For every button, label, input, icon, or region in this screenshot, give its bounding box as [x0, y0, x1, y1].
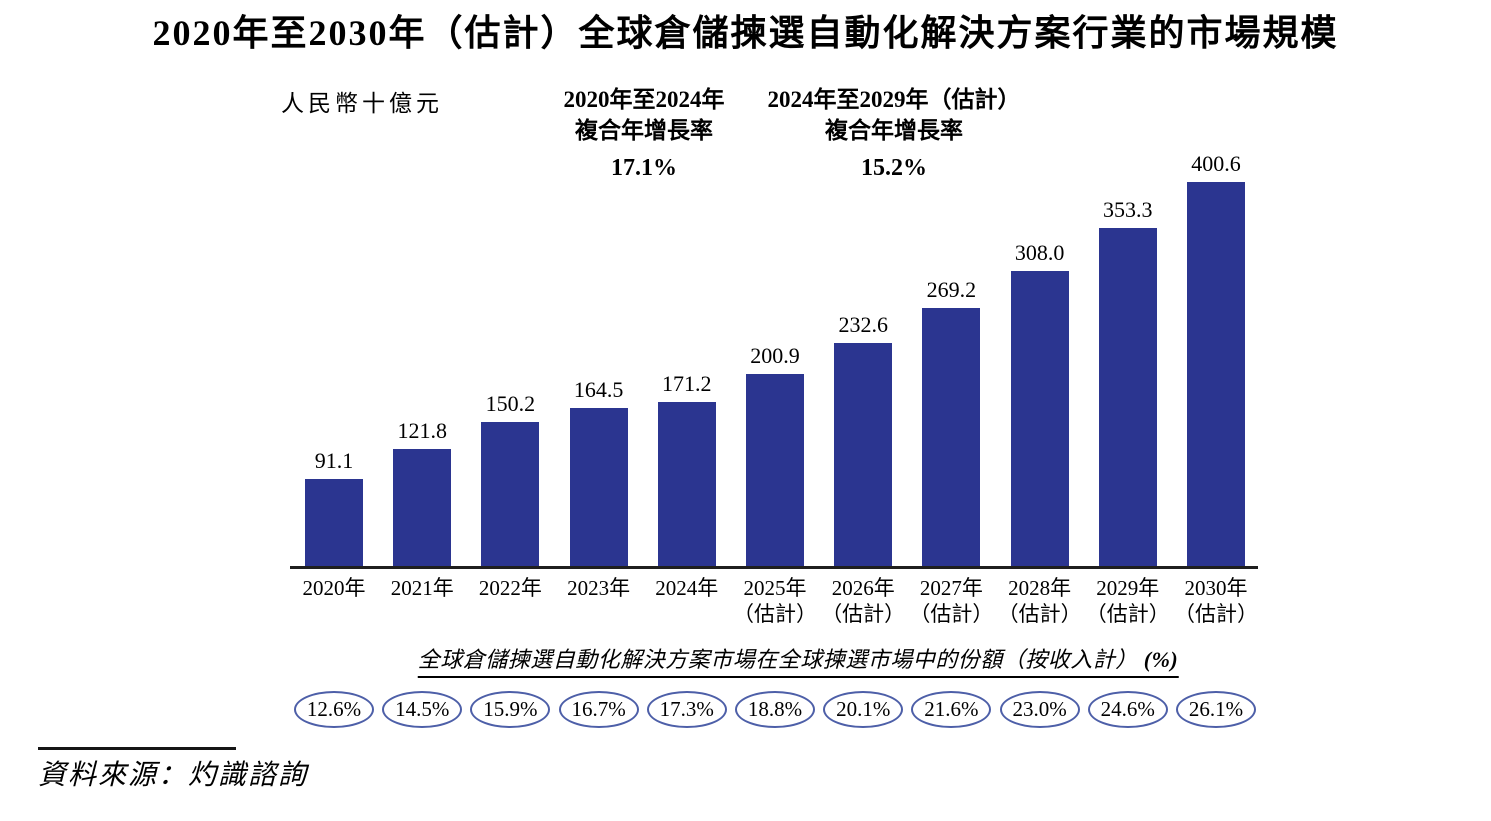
x-tick-label: 2023年 — [567, 576, 631, 600]
bar-2025年（估計） — [746, 374, 804, 566]
x-axis-line — [290, 566, 1258, 569]
y-axis-unit-label: 人民幣十億元 — [281, 91, 443, 116]
cagr-value: 17.1% — [611, 155, 677, 181]
bar-2028年（估計） — [1010, 271, 1069, 566]
bar-2029年（估計） — [1098, 228, 1157, 566]
x-tick-label: 2030年 （估計） — [1174, 576, 1258, 626]
cagr-annotation-2020-2024: 2020年至2024年 複合年增長率 17.1% — [564, 84, 725, 184]
x-tick-label: 2021年 — [390, 576, 454, 600]
share-percentage-oval: 21.6% — [911, 691, 992, 728]
share-percentage-oval: 15.9% — [470, 691, 551, 728]
source-note: 資料來源：灼識諮詢 — [38, 760, 309, 791]
cagr-metric: 複合年增長率 — [825, 118, 963, 143]
bar-2030年（估計） — [1187, 182, 1245, 566]
bar-value-label: 353.3 — [1103, 197, 1153, 222]
source-divider-line — [38, 747, 236, 750]
share-percentage-oval: 26.1% — [1176, 691, 1256, 728]
bar-value-label: 308.0 — [1014, 240, 1065, 265]
share-percentage-oval: 23.0% — [999, 691, 1080, 728]
bar-value-label: 171.2 — [662, 371, 712, 396]
x-tick-label: 2026年 （估計） — [821, 576, 906, 626]
x-tick-label: 2024年 — [655, 576, 719, 600]
x-tick-label: 2028年 （估計） — [997, 576, 1082, 626]
cagr-period: 2020年至2024年 — [563, 87, 725, 112]
share-percentage-oval: 16.7% — [558, 691, 639, 728]
x-tick-label: 2022年 — [478, 576, 542, 600]
x-tick-label: 2029年 （估計） — [1085, 576, 1170, 626]
share-heading-percent-suffix: (%) — [1137, 647, 1179, 672]
x-tick-label: 2027年 （估計） — [909, 576, 994, 626]
x-tick-label: 2020年 — [302, 576, 366, 600]
bar-value-label: 400.6 — [1191, 151, 1241, 176]
cagr-annotation-2024-2029: 2024年至2029年（估計） 複合年增長率 15.2% — [768, 84, 1021, 184]
bar-2022年 — [481, 422, 540, 566]
bar-2024年 — [657, 402, 716, 566]
cagr-metric: 複合年增長率 — [575, 118, 713, 143]
chart-title: 2020年至2030年（估計）全球倉儲揀選自動化解決方案行業的市場規模 — [152, 13, 1339, 53]
share-percentage-oval: 18.8% — [735, 691, 815, 728]
bar-2020年 — [305, 479, 363, 566]
bar-value-label: 269.2 — [926, 277, 977, 302]
share-percentage-oval: 24.6% — [1087, 691, 1168, 728]
share-percentage-oval: 17.3% — [646, 691, 727, 728]
cagr-value: 15.2% — [861, 155, 927, 181]
bar-value-label: 150.2 — [485, 391, 536, 416]
x-tick-label: 2025年 （估計） — [733, 576, 817, 626]
bar-2021年 — [393, 449, 452, 566]
share-percentage-oval: 12.6% — [294, 691, 374, 728]
share-percentage-oval: 20.1% — [823, 691, 904, 728]
bar-value-label: 232.6 — [838, 312, 888, 337]
share-series-heading: 全球倉儲揀選自動化解決方案市場在全球揀選市場中的份額（按收入計） (%) — [417, 642, 1179, 678]
share-heading-text: 全球倉儲揀選自動化解決方案市場在全球揀選市場中的份額（按收入計） — [417, 647, 1138, 672]
bar-2027年（估計） — [922, 308, 981, 566]
bar-value-label: 164.5 — [573, 377, 624, 402]
cagr-period: 2024年至2029年（估計） — [767, 87, 1021, 112]
share-percentage-oval: 14.5% — [382, 691, 463, 728]
bar-2023年 — [569, 408, 628, 566]
bar-2026年（估計） — [834, 343, 893, 566]
bar-value-label: 121.8 — [397, 418, 447, 443]
bar-value-label: 91.1 — [314, 448, 354, 473]
bar-value-label: 200.9 — [750, 343, 800, 368]
